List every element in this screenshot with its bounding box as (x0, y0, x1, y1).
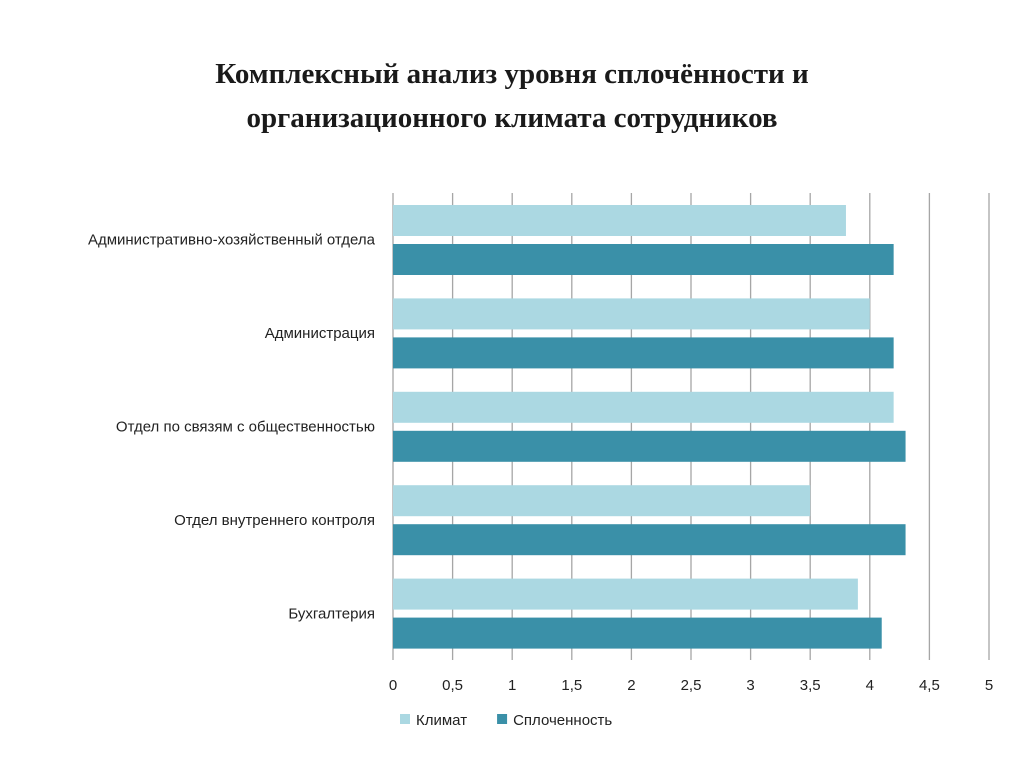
category-label: Бухгалтерия (288, 605, 375, 622)
chart-title-line-1: Комплексный анализ уровня сплочённости и (215, 58, 809, 90)
category-label: Отдел по связям с общественностью (116, 419, 375, 436)
x-tick-label: 2 (627, 677, 635, 694)
x-tick-label: 0 (389, 677, 397, 694)
category-label: Административно-хозяйственный отдела (88, 232, 376, 249)
bar-splochennost (393, 244, 894, 275)
x-tick-label: 2,5 (681, 677, 702, 694)
bar-klimat (393, 578, 858, 610)
bar-splochennost (393, 524, 906, 556)
legend-label: Климат (416, 712, 467, 729)
bar-splochennost (393, 430, 906, 462)
legend-swatch (497, 714, 508, 724)
x-tick-label: 1,5 (561, 677, 582, 694)
legend-label: Сплоченность (513, 712, 612, 729)
x-tick-label: 0,5 (442, 677, 463, 694)
legend-swatch (400, 714, 410, 724)
x-tick-label: 5 (985, 677, 993, 694)
bar-splochennost (393, 617, 882, 649)
chart-title: Комплексный анализ уровня сплочённости и… (0, 52, 1024, 140)
x-tick-label: 4,5 (919, 677, 940, 694)
bar-klimat (393, 391, 894, 423)
x-tick-label: 1 (508, 677, 516, 694)
category-label: Отдел внутреннего контроля (174, 512, 375, 529)
bar-splochennost (393, 337, 894, 369)
category-label: Администрация (265, 325, 375, 342)
x-tick-label: 3,5 (800, 677, 821, 694)
x-tick-label: 3 (746, 677, 754, 694)
bar-klimat (393, 485, 811, 517)
x-tick-label: 4 (866, 677, 874, 694)
bar-klimat (393, 205, 846, 236)
chart-title-line-2: организационного климата сотрудников (246, 102, 778, 134)
bar-klimat (393, 298, 870, 330)
